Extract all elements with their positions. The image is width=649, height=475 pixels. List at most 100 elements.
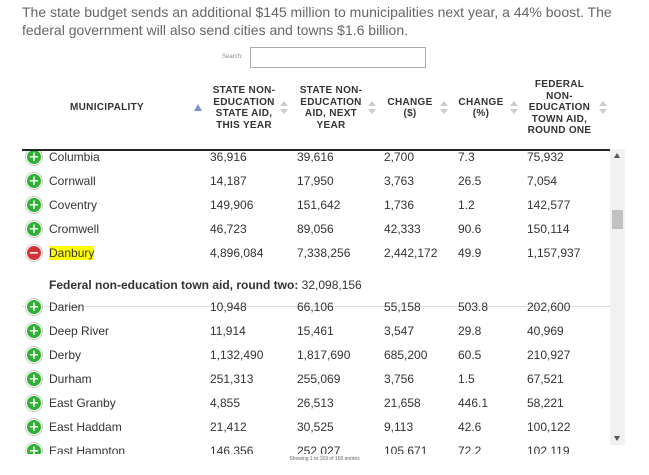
expand-row-icon[interactable]: + xyxy=(26,221,42,237)
change-cell: 1,736 xyxy=(384,198,415,212)
change-pct-cell: 42.6 xyxy=(458,420,482,434)
this-year-cell: 1,132,490 xyxy=(210,348,264,362)
change-pct-cell: 49.9 xyxy=(458,246,482,260)
change-cell: 3,763 xyxy=(384,174,415,188)
next-year-cell: 39,616 xyxy=(297,151,334,164)
row-details: Federal non-education town aid, round tw… xyxy=(22,265,610,307)
expand-row-icon[interactable]: + xyxy=(26,299,42,315)
this-year-cell: 4,855 xyxy=(210,396,241,410)
change-cell: 9,113 xyxy=(384,420,414,434)
change-pct-cell: 7.3 xyxy=(458,151,475,164)
municipality-cell: Durham xyxy=(49,372,92,386)
sort-ascending-icon[interactable] xyxy=(194,104,202,111)
this-year-cell: 46,723 xyxy=(210,222,247,236)
municipality-cell: Cornwall xyxy=(49,174,96,188)
municipality-cell: Danbury xyxy=(49,246,95,260)
change-pct-cell: 1.5 xyxy=(458,372,475,386)
sort-icon[interactable] xyxy=(510,101,518,115)
this-year-cell: 4,896,084 xyxy=(210,246,264,260)
next-year-cell: 252,027 xyxy=(297,444,341,454)
municipality-cell: East Haddam xyxy=(49,420,122,434)
expand-row-icon[interactable]: + xyxy=(26,419,42,435)
scroll-down-arrow-icon[interactable] xyxy=(614,436,620,441)
federal-cell: 210,927 xyxy=(527,348,571,362)
federal-cell: 102,119 xyxy=(527,444,570,454)
detail-label: Federal non-education town aid, round tw… xyxy=(49,278,299,292)
next-year-cell: 255,069 xyxy=(297,372,341,386)
change-cell: 105,671 xyxy=(384,444,428,454)
intro-text: The state budget sends an additional $14… xyxy=(22,4,612,38)
search-input[interactable] xyxy=(250,47,426,68)
next-year-cell: 7,338,256 xyxy=(297,246,351,260)
collapse-row-icon[interactable]: − xyxy=(26,245,42,261)
change-cell: 3,756 xyxy=(384,372,415,386)
table-row[interactable]: + Coventry 149,906 151,642 1,736 1.2 142… xyxy=(22,193,610,217)
table-row[interactable]: + Cornwall 14,187 17,950 3,763 26.5 7,05… xyxy=(22,169,610,193)
municipality-cell: East Hampton xyxy=(49,444,126,454)
column-header-this-year[interactable]: STATE NON-EDUCATION STATE AID, THIS YEAR xyxy=(212,85,276,131)
column-header-change[interactable]: CHANGE ($) xyxy=(387,96,433,120)
expand-row-icon[interactable]: + xyxy=(26,173,42,189)
table-row[interactable]: + Derby 1,132,490 1,817,690 685,200 60.5… xyxy=(22,343,610,367)
federal-cell: 67,521 xyxy=(527,372,564,386)
table-row[interactable]: + Durham 251,313 255,069 3,756 1.5 67,52… xyxy=(22,367,610,391)
table-row-expanded[interactable]: − Danbury 4,896,084 7,338,256 2,442,172 … xyxy=(22,241,610,265)
sort-icon[interactable] xyxy=(280,101,288,115)
change-pct-cell: 72.2 xyxy=(458,444,482,454)
this-year-cell: 149,906 xyxy=(210,198,254,212)
this-year-cell: 36,916 xyxy=(210,151,247,164)
expand-row-icon[interactable]: + xyxy=(26,443,42,454)
sort-icon[interactable] xyxy=(440,101,448,115)
expand-row-icon[interactable]: + xyxy=(26,395,42,411)
this-year-cell: 146,356 xyxy=(210,444,254,454)
table-row[interactable]: + East Haddam 21,412 30,525 9,113 42.6 1… xyxy=(22,415,610,439)
next-year-cell: 17,950 xyxy=(297,174,334,188)
federal-cell: 40,969 xyxy=(527,324,564,338)
expand-row-icon[interactable]: + xyxy=(26,371,42,387)
column-header-municipality[interactable]: MUNICIPALITY xyxy=(70,102,144,114)
expand-row-icon[interactable]: + xyxy=(26,197,42,213)
next-year-cell: 30,525 xyxy=(297,420,334,434)
change-cell: 21,658 xyxy=(384,396,421,410)
table-row[interactable]: + East Hampton 146,356 252,027 105,671 7… xyxy=(22,439,610,454)
municipality-cell: Deep River xyxy=(49,324,110,338)
column-header-change-pct[interactable]: CHANGE (%) xyxy=(458,96,504,120)
column-header-federal[interactable]: FEDERAL NON-EDUCATION TOWN AID, ROUND ON… xyxy=(527,79,592,137)
municipality-cell: East Granby xyxy=(49,396,116,410)
table-row[interactable]: + Columbia 36,916 39,616 2,700 7.3 75,93… xyxy=(22,151,610,169)
scroll-up-arrow-icon[interactable] xyxy=(614,153,620,158)
table-header: MUNICIPALITY STATE NON-EDUCATION STATE A… xyxy=(22,68,610,148)
change-cell: 2,442,172 xyxy=(384,246,438,260)
change-cell: 2,700 xyxy=(384,151,415,164)
scrollbar-thumb[interactable] xyxy=(612,210,623,229)
federal-cell: 7,054 xyxy=(527,174,558,188)
municipality-cell: Cromwell xyxy=(49,222,100,236)
change-pct-cell: 1.2 xyxy=(458,198,475,212)
this-year-cell: 11,914 xyxy=(210,324,246,338)
table-row[interactable]: + East Granby 4,855 26,513 21,658 446.1 … xyxy=(22,391,610,415)
expand-row-icon[interactable]: + xyxy=(26,151,42,165)
this-year-cell: 251,313 xyxy=(210,372,254,386)
table-row[interactable]: + Darien 10,948 66,106 55,158 503.8 202,… xyxy=(22,295,610,319)
change-cell: 55,158 xyxy=(384,300,421,314)
expand-row-icon[interactable]: + xyxy=(26,347,42,363)
change-pct-cell: 446.1 xyxy=(458,396,489,410)
this-year-cell: 14,187 xyxy=(210,174,247,188)
table-row[interactable]: + Deep River 11,914 15,461 3,547 29.8 40… xyxy=(22,319,610,343)
change-pct-cell: 60.5 xyxy=(458,348,482,362)
sort-icon[interactable] xyxy=(368,101,376,115)
sort-icon[interactable] xyxy=(599,101,607,115)
column-header-next-year[interactable]: STATE NON-EDUCATION AID, NEXT YEAR xyxy=(299,85,363,131)
this-year-cell: 21,412 xyxy=(210,420,247,434)
next-year-cell: 15,461 xyxy=(297,324,334,338)
table-row[interactable]: + Cromwell 46,723 89,056 42,333 90.6 150… xyxy=(22,217,610,241)
expand-row-icon[interactable]: + xyxy=(26,323,42,339)
search-label-wrap: Search: xyxy=(222,46,249,68)
change-pct-cell: 503.8 xyxy=(458,300,489,314)
table-scrollbar[interactable] xyxy=(610,149,625,445)
this-year-cell: 10,948 xyxy=(210,300,247,314)
change-cell: 42,333 xyxy=(384,222,421,236)
federal-cell: 100,122 xyxy=(527,420,571,434)
next-year-cell: 26,513 xyxy=(297,396,334,410)
federal-cell: 58,221 xyxy=(527,396,564,410)
